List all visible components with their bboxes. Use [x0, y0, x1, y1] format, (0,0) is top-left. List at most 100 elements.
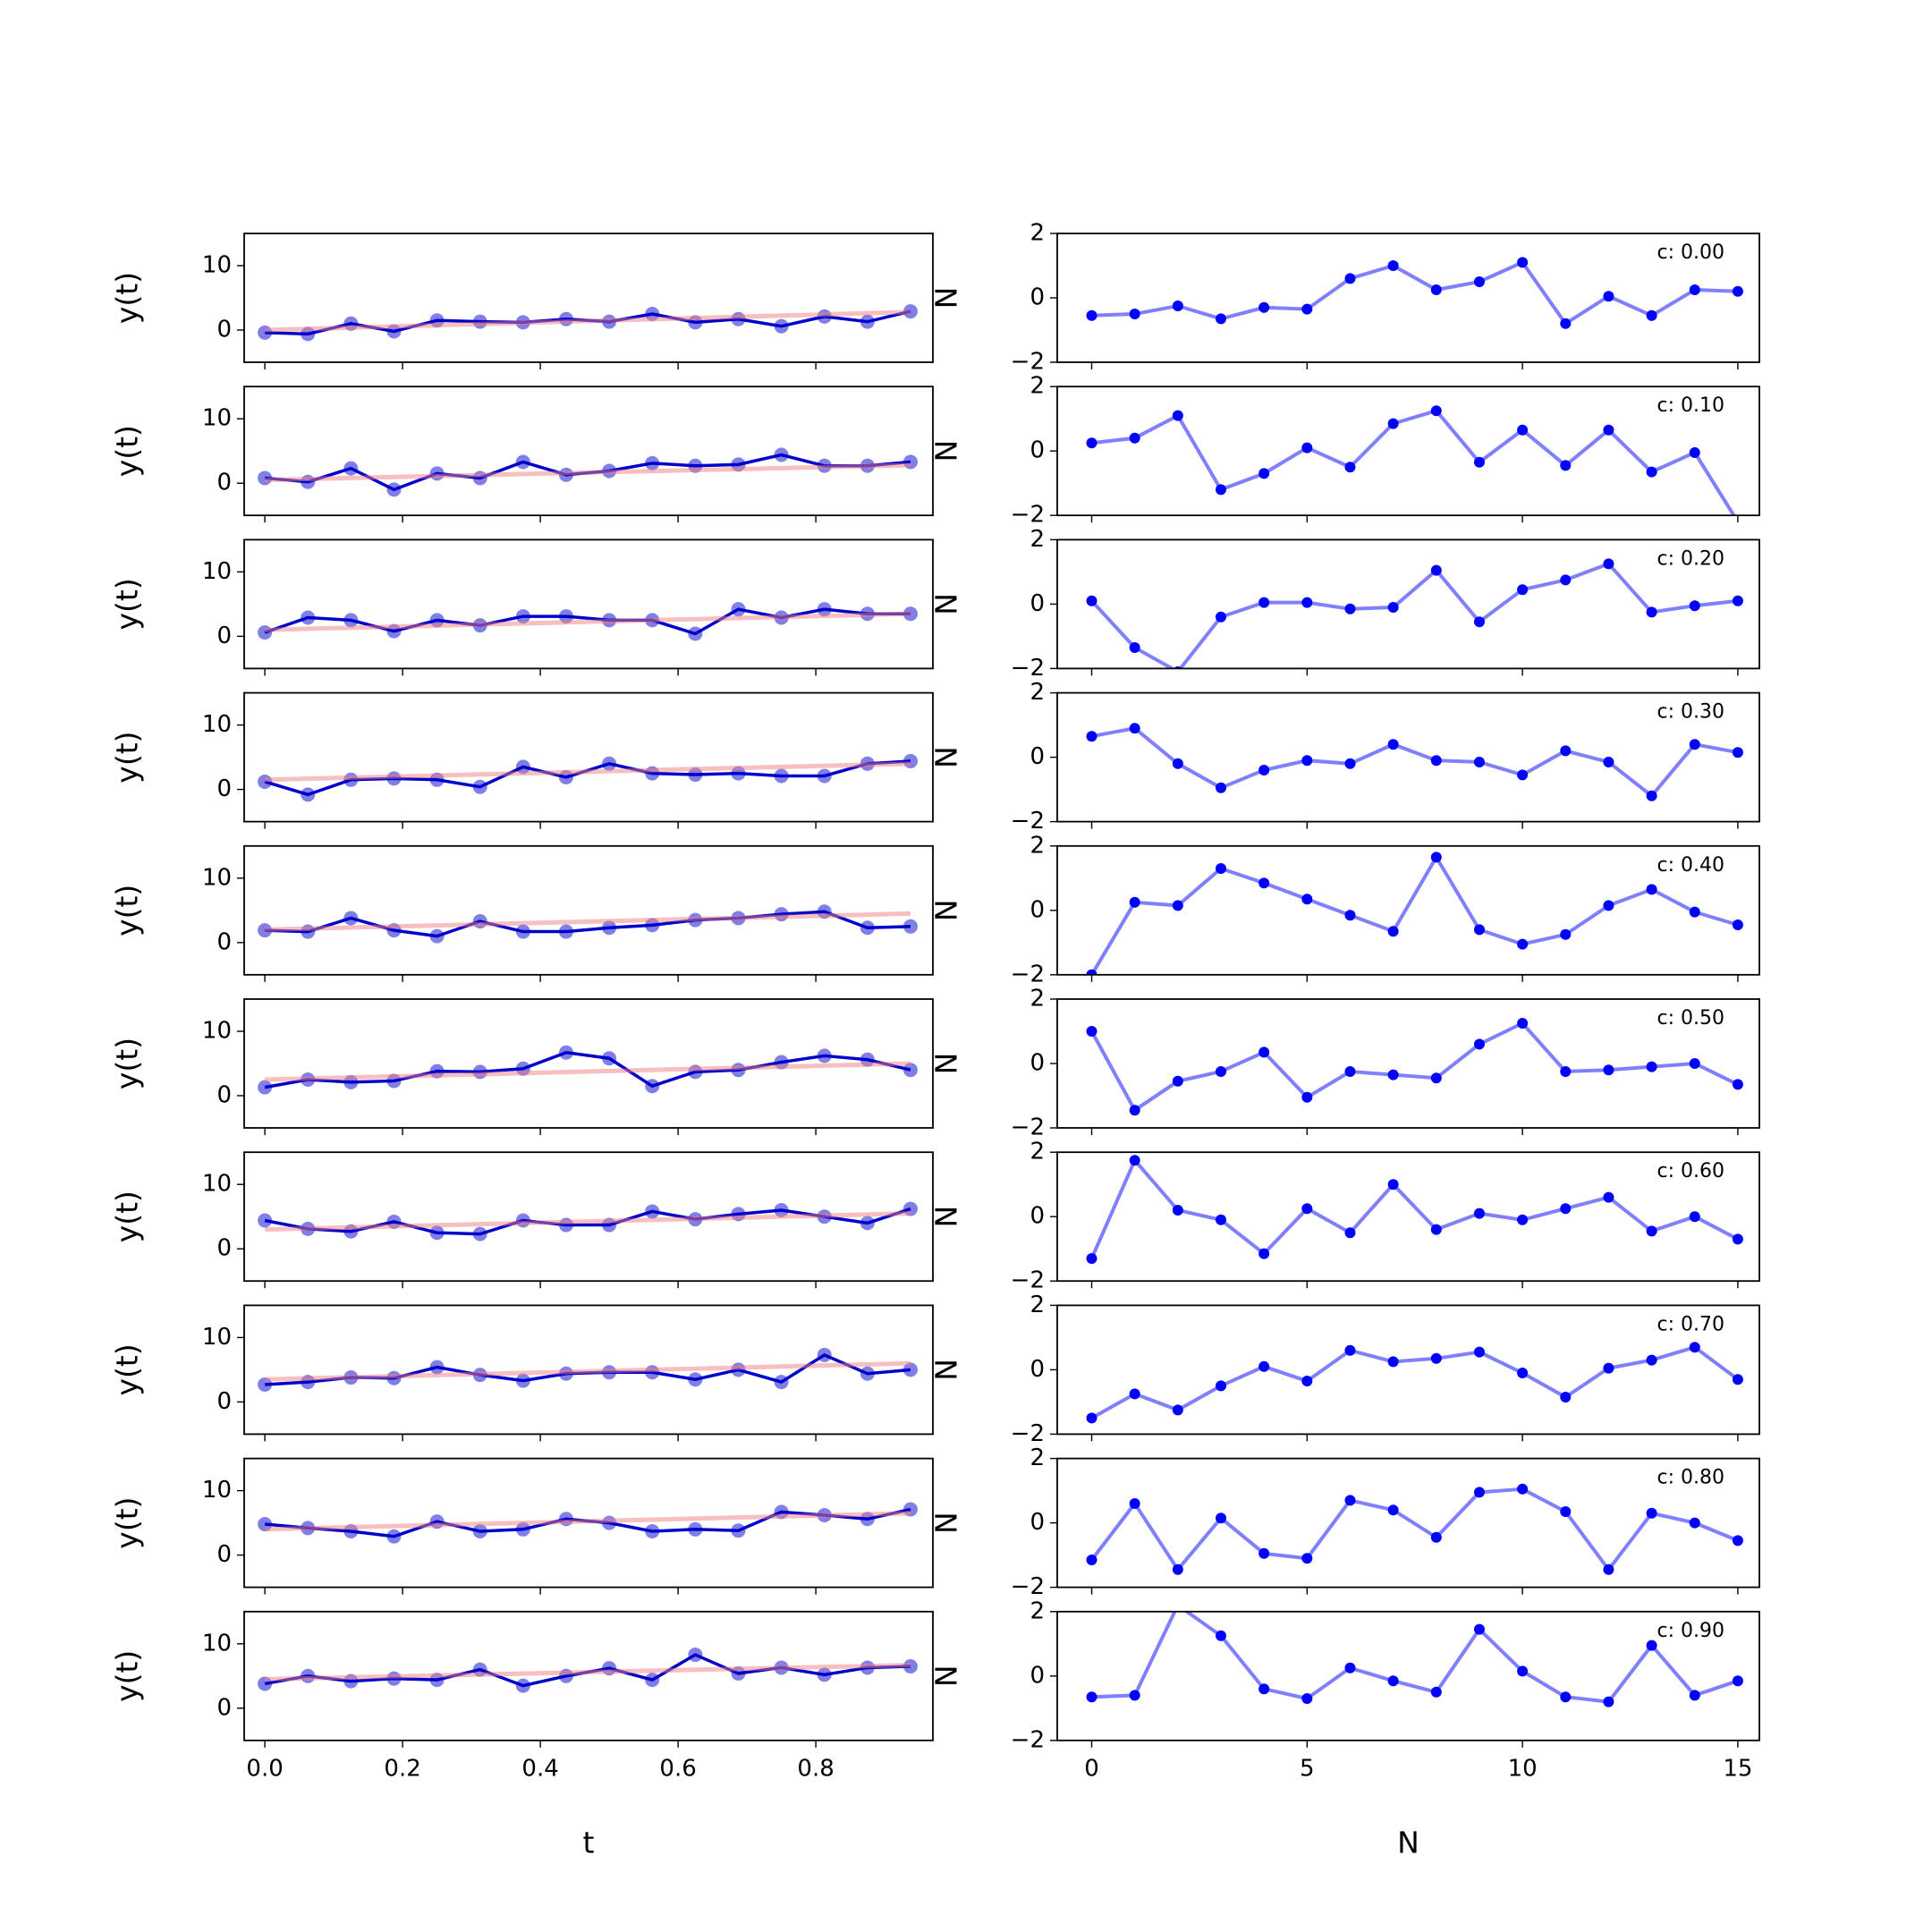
y-axis-label: N [929, 1512, 964, 1534]
marker [1732, 595, 1743, 606]
data-line [1091, 259, 1738, 326]
axes-frame [1056, 1610, 1760, 1741]
y-axis-label: y(t) [110, 272, 145, 324]
annotation: c: 0.80 [1657, 1467, 1725, 1489]
marker [1301, 1203, 1313, 1215]
axes-frame [243, 386, 934, 517]
marker [1301, 303, 1313, 315]
y-tick-label: 2 [1030, 832, 1045, 859]
x-tick-label: 5 [1300, 1755, 1315, 1782]
y-tick-label: −2 [1011, 655, 1045, 682]
marker [1430, 1352, 1442, 1364]
data-line [1091, 408, 1736, 516]
marker [1603, 1696, 1614, 1707]
y-axis-label: N [929, 746, 964, 768]
y-axis-label: y(t) [110, 1191, 145, 1242]
marker [1086, 1412, 1097, 1424]
marker [1603, 757, 1614, 767]
y-tick-label: 2 [1030, 373, 1045, 400]
marker [1301, 1376, 1313, 1386]
y-axis-label: N [929, 899, 964, 921]
marker [1430, 284, 1442, 295]
marker [1517, 1483, 1529, 1495]
y-tick-label: −2 [1011, 1726, 1045, 1753]
y-tick-label: 2 [1030, 986, 1045, 1013]
marker [1430, 852, 1442, 863]
fit-line [265, 1061, 911, 1082]
y-tick-label: 0 [1030, 437, 1045, 464]
marker [1689, 1342, 1700, 1353]
marker [1172, 410, 1183, 421]
marker [1560, 574, 1572, 586]
marker [1517, 257, 1529, 268]
y-tick-label: 2 [1030, 679, 1045, 706]
y-tick-label: 0 [216, 775, 232, 802]
axes-frame [243, 1304, 934, 1436]
x-tick-label: 10 [1508, 1755, 1538, 1782]
axes-frame [243, 233, 934, 363]
marker [1172, 1563, 1183, 1575]
marker [1344, 273, 1356, 284]
marker [1517, 938, 1529, 950]
plot-area [258, 904, 918, 944]
plot-area [258, 1201, 918, 1241]
marker [1473, 1208, 1485, 1219]
y-tick-label: −2 [1011, 1267, 1045, 1294]
marker [1387, 1356, 1399, 1368]
marker [1086, 437, 1097, 449]
plot-area [258, 1347, 918, 1392]
marker [1387, 1069, 1399, 1080]
marker [1473, 456, 1485, 468]
y-tick-label: 2 [1030, 1597, 1045, 1624]
marker [1301, 1693, 1313, 1704]
marker [1216, 1214, 1227, 1225]
axes-frame [243, 538, 934, 670]
marker [1216, 782, 1227, 793]
marker [1517, 1214, 1529, 1225]
y-axis-label: y(t) [110, 1343, 145, 1395]
axes-frame [1056, 233, 1760, 363]
marker [1473, 1346, 1485, 1358]
y-tick-label: 0 [216, 928, 232, 955]
y-tick-label: 2 [1030, 1292, 1045, 1318]
marker [1387, 602, 1399, 613]
axes-frame [1056, 998, 1760, 1129]
y-tick-label: 10 [202, 1477, 232, 1504]
marker [1344, 1495, 1356, 1506]
annotation: c: 0.70 [1657, 1313, 1725, 1335]
axes-frame [243, 1610, 934, 1741]
marker [1473, 276, 1485, 287]
y-tick-label: 2 [1030, 1139, 1045, 1165]
y-tick-label: 0 [1030, 1509, 1045, 1536]
marker [1430, 405, 1442, 417]
marker [1172, 1205, 1183, 1216]
data-line [1089, 1487, 1739, 1573]
marker [1129, 1155, 1140, 1166]
marker [1689, 284, 1700, 295]
x-tick-label: 0.2 [384, 1755, 420, 1782]
annotation: c: 0.40 [1657, 854, 1725, 877]
marker [1216, 484, 1227, 496]
marker [1646, 1507, 1657, 1519]
marker [1086, 1253, 1097, 1264]
annotation: c: 0.50 [1657, 1007, 1725, 1030]
marker [1344, 1066, 1356, 1077]
marker [1689, 1690, 1700, 1701]
marker [1732, 1675, 1743, 1687]
fit-line [265, 911, 911, 932]
marker [1646, 1225, 1657, 1237]
marker [1086, 1691, 1097, 1703]
marker [1387, 1179, 1399, 1191]
marker [1689, 906, 1700, 918]
plot-area [258, 753, 918, 802]
marker [1732, 1374, 1743, 1385]
y-tick-label: 10 [202, 252, 232, 279]
data-line [1089, 853, 1739, 975]
marker [1344, 462, 1356, 473]
y-axis-label: N [929, 1053, 964, 1075]
y-axis-label: y(t) [110, 1038, 145, 1089]
marker [1646, 1061, 1657, 1072]
axes-frame [243, 1151, 934, 1283]
marker [1560, 1392, 1572, 1402]
